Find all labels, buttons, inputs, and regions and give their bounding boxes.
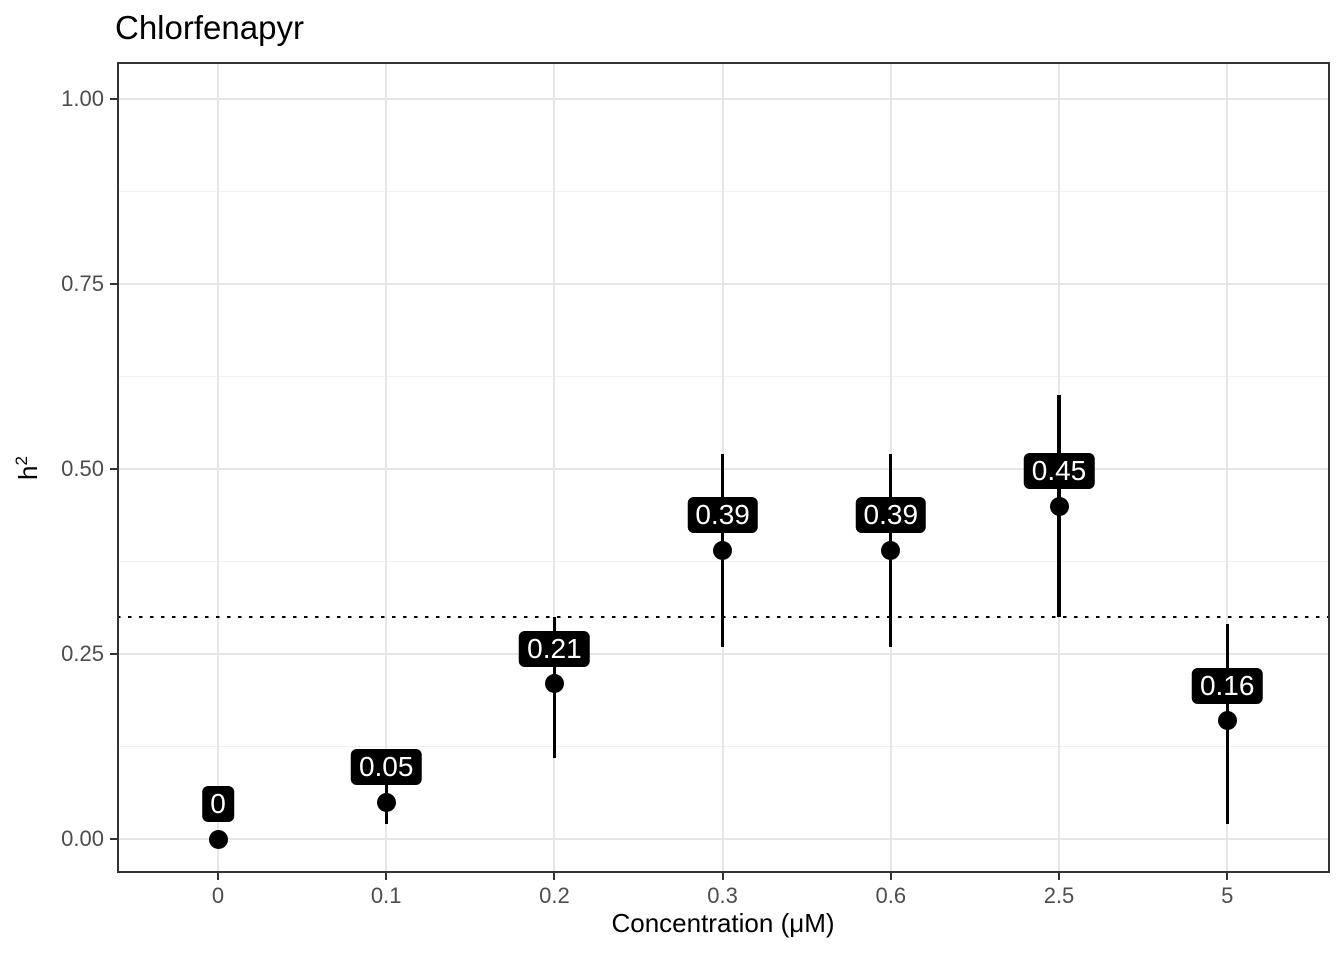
x-tick-mark xyxy=(553,873,556,880)
y-tick-label: 0.25 xyxy=(61,641,104,666)
x-tick-mark xyxy=(217,873,219,880)
x-tick-mark xyxy=(721,873,724,880)
chart-title: Chlorfenapyr xyxy=(115,9,304,46)
data-point xyxy=(881,540,901,560)
data-point xyxy=(1049,496,1069,516)
point-label: 0.16 xyxy=(1191,667,1263,704)
point-label: 0.39 xyxy=(687,497,758,534)
gridline-major-v xyxy=(1226,62,1229,873)
x-tick-mark xyxy=(385,873,388,880)
point-label: 0 xyxy=(202,786,234,822)
x-tick-mark xyxy=(1226,873,1229,880)
plot-panel: 0 0.05 0.21 0.39 0.39 0.45 0.16 xyxy=(117,62,1330,873)
x-tick-mark xyxy=(889,873,892,880)
x-tick-label: 5 xyxy=(1221,883,1234,908)
x-axis-title: Concentration (μM) xyxy=(611,908,835,938)
gridline-major-v xyxy=(553,62,556,873)
y-tick-mark xyxy=(110,653,117,655)
y-tick-label: 0.50 xyxy=(61,456,104,481)
point-label: 0.45 xyxy=(1023,453,1095,489)
x-tick-label: 2.5 xyxy=(1043,883,1075,908)
data-point xyxy=(544,674,564,694)
y-tick-mark xyxy=(110,283,117,285)
x-tick-label: 0.3 xyxy=(707,883,738,908)
y-tick-label: 1.00 xyxy=(61,86,104,111)
data-point xyxy=(208,829,228,849)
gridline-major-v xyxy=(385,62,388,873)
gridline-major-v xyxy=(217,62,219,873)
point-label: 0.05 xyxy=(350,749,422,785)
y-tick-mark xyxy=(110,98,117,100)
x-tick-label: 0.6 xyxy=(875,883,907,908)
data-point xyxy=(713,540,733,560)
y-tick-mark xyxy=(110,838,117,840)
point-label: 0.39 xyxy=(855,497,927,534)
data-point xyxy=(376,792,396,812)
y-tick-mark xyxy=(110,468,117,470)
point-label: 0.21 xyxy=(519,630,590,667)
x-tick-label: 0.1 xyxy=(370,883,402,908)
y-tick-label: 0.00 xyxy=(61,826,104,851)
y-tick-label: 0.75 xyxy=(61,271,104,296)
x-tick-label: 0 xyxy=(211,883,225,908)
x-tick-label: 0.2 xyxy=(539,883,570,908)
x-tick-mark xyxy=(1058,873,1060,880)
data-point xyxy=(1217,711,1237,731)
